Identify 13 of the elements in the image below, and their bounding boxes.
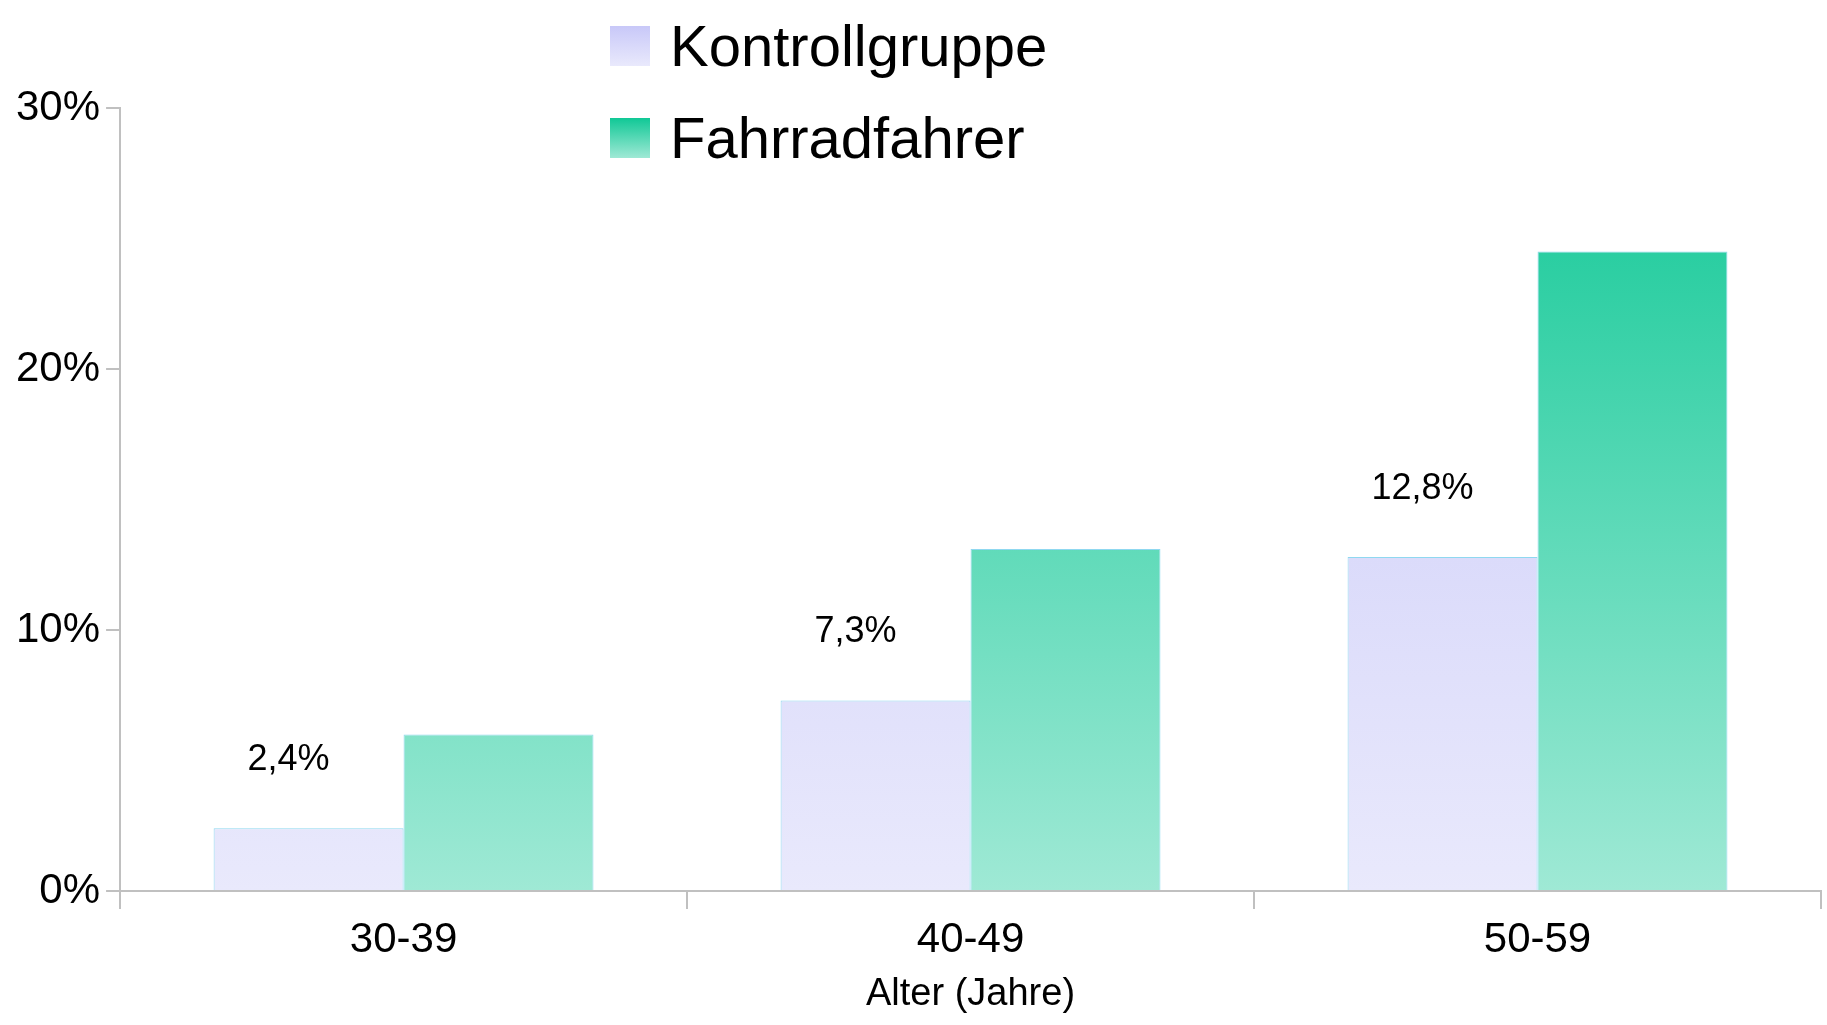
legend-label: Fahrradfahrer [670, 104, 1025, 172]
x-tick-label: 40-49 [916, 913, 1025, 961]
y-tick-label: 30% [16, 81, 101, 129]
y-tick-label: 0% [39, 864, 101, 912]
x-tick-label: 30-39 [349, 913, 458, 961]
legend-label: Kontrollgruppe [670, 12, 1048, 80]
data-label: 12,8% [1371, 465, 1474, 507]
y-tick-label: 20% [16, 342, 101, 390]
data-label: 2,4% [247, 737, 330, 779]
y-tick-label: 10% [16, 603, 101, 651]
x-axis-title: Alter (Jahre) [866, 970, 1076, 1013]
x-tick-label: 50-59 [1483, 913, 1592, 961]
data-label: 7,3% [814, 609, 897, 651]
